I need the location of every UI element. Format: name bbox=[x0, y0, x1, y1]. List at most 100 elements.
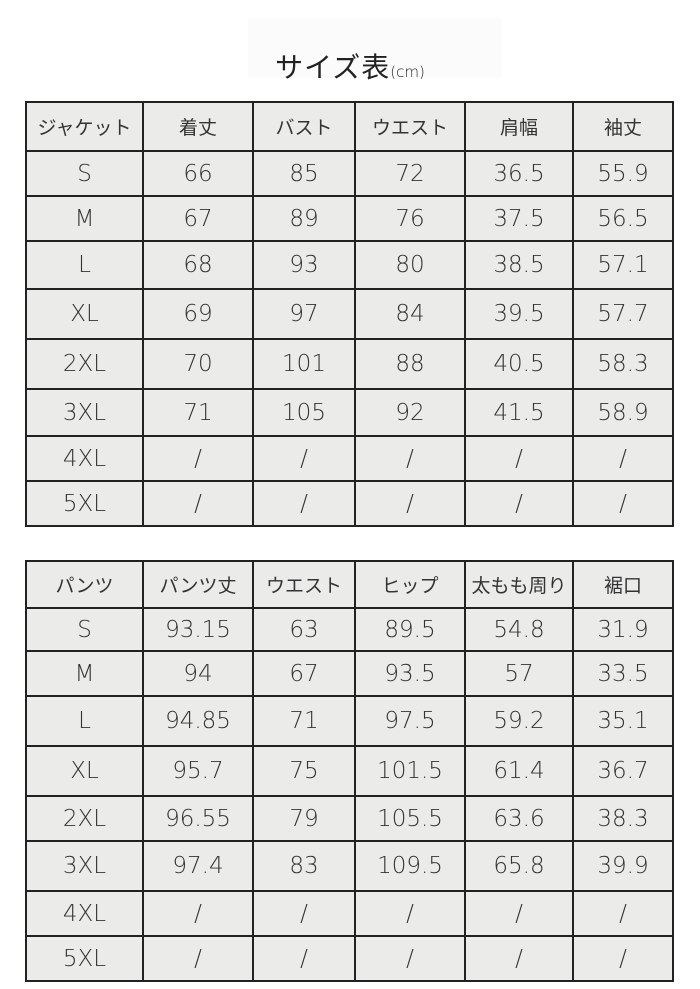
table-row: L 68 93 80 38.5 57.1 bbox=[25, 240, 674, 290]
table-row: 2XL 70 101 88 40.5 58.3 bbox=[25, 338, 674, 390]
column-header: 肩幅 bbox=[464, 101, 574, 152]
column-header: ウエスト bbox=[252, 560, 356, 609]
table-cell: S bbox=[25, 607, 144, 652]
column-header: ジャケット bbox=[25, 101, 144, 152]
table-cell: / bbox=[354, 935, 466, 982]
table-cell: 38.5 bbox=[464, 240, 574, 290]
table-cell: / bbox=[354, 480, 466, 527]
table-cell: 72 bbox=[354, 150, 466, 197]
table-cell: 56.5 bbox=[572, 195, 674, 242]
table-cell: 94 bbox=[142, 650, 254, 697]
table-cell: 36.5 bbox=[464, 150, 574, 197]
table-cell: 35.1 bbox=[572, 695, 674, 747]
column-header: ウエスト bbox=[354, 101, 466, 152]
table-cell: 57.1 bbox=[572, 240, 674, 290]
table-cell: 36.7 bbox=[572, 745, 674, 797]
table-cell: / bbox=[464, 890, 574, 937]
table-cell: 76 bbox=[354, 195, 466, 242]
table-row: 5XL / / / / / bbox=[25, 935, 674, 982]
table-cell: 3XL bbox=[25, 388, 144, 437]
table-cell: / bbox=[142, 480, 254, 527]
table-cell: 97.5 bbox=[354, 695, 466, 747]
table-cell: 5XL bbox=[25, 480, 144, 527]
table-row: 2XL 96.55 79 105.5 63.6 38.3 bbox=[25, 795, 674, 842]
table-cell: 33.5 bbox=[572, 650, 674, 697]
table-cell: 93 bbox=[252, 240, 356, 290]
table-cell: 97.4 bbox=[142, 840, 254, 892]
table-cell: / bbox=[464, 480, 574, 527]
table-row: S 93.15 63 89.5 54.8 31.9 bbox=[25, 607, 674, 652]
table-cell: 54.8 bbox=[464, 607, 574, 652]
table-cell: 101.5 bbox=[354, 745, 466, 797]
table-cell: 41.5 bbox=[464, 388, 574, 437]
table-cell: / bbox=[464, 435, 574, 482]
column-header: パンツ丈 bbox=[142, 560, 254, 609]
table-cell: 65.8 bbox=[464, 840, 574, 892]
table-cell: 55.9 bbox=[572, 150, 674, 197]
table-cell: 58.3 bbox=[572, 338, 674, 390]
table-cell: 93.5 bbox=[354, 650, 466, 697]
table-cell: 71 bbox=[252, 695, 356, 747]
table-row: 3XL 71 105 92 41.5 58.9 bbox=[25, 388, 674, 437]
table-cell: / bbox=[572, 890, 674, 937]
table-row: M 67 89 76 37.5 56.5 bbox=[25, 195, 674, 242]
table-cell: 88 bbox=[354, 338, 466, 390]
table-cell: 70 bbox=[142, 338, 254, 390]
table-cell: 89 bbox=[252, 195, 356, 242]
table-cell: / bbox=[464, 935, 574, 982]
column-header: 太もも周り bbox=[464, 560, 574, 609]
column-header: ヒップ bbox=[354, 560, 466, 609]
table-cell: 2XL bbox=[25, 795, 144, 842]
table-cell: L bbox=[25, 240, 144, 290]
table-cell: 96.55 bbox=[142, 795, 254, 842]
table-cell: 80 bbox=[354, 240, 466, 290]
jacket-size-table: ジャケット 着丈 バスト ウエスト 肩幅 袖丈 S 66 85 72 36.5 55.9 M 67 89 76… bbox=[25, 101, 674, 527]
table-cell: 5XL bbox=[25, 935, 144, 982]
table-cell: / bbox=[142, 435, 254, 482]
table-cell: / bbox=[572, 935, 674, 982]
table-cell: M bbox=[25, 195, 144, 242]
header-row: ジャケット 着丈 バスト ウエスト 肩幅 袖丈 bbox=[25, 101, 674, 152]
table-cell: / bbox=[252, 480, 356, 527]
table-cell: 69 bbox=[142, 288, 254, 340]
table-cell: 105 bbox=[252, 388, 356, 437]
table-cell: 61.4 bbox=[464, 745, 574, 797]
table-cell: 97 bbox=[252, 288, 356, 340]
table-row: S 66 85 72 36.5 55.9 bbox=[25, 150, 674, 197]
table-row: L 94.85 71 97.5 59.2 35.1 bbox=[25, 695, 674, 747]
table-row: 3XL 97.4 83 109.5 65.8 39.9 bbox=[25, 840, 674, 892]
table-cell: 2XL bbox=[25, 338, 144, 390]
column-header: 裾口 bbox=[572, 560, 674, 609]
table-cell: XL bbox=[25, 288, 144, 340]
table-cell: S bbox=[25, 150, 144, 197]
table-cell: 84 bbox=[354, 288, 466, 340]
table-cell: 3XL bbox=[25, 840, 144, 892]
column-header: パンツ bbox=[25, 560, 144, 609]
table-row: M 94 67 93.5 57 33.5 bbox=[25, 650, 674, 697]
table-row: 4XL / / / / / bbox=[25, 435, 674, 482]
table-cell: 59.2 bbox=[464, 695, 574, 747]
column-header: バスト bbox=[252, 101, 356, 152]
table-cell: 4XL bbox=[25, 435, 144, 482]
table-cell: / bbox=[252, 935, 356, 982]
title-background bbox=[248, 18, 502, 78]
table-cell: / bbox=[252, 435, 356, 482]
table-cell: 93.15 bbox=[142, 607, 254, 652]
table-cell: 94.85 bbox=[142, 695, 254, 747]
column-header: 袖丈 bbox=[572, 101, 674, 152]
table-cell: 57 bbox=[464, 650, 574, 697]
table-cell: / bbox=[252, 890, 356, 937]
table-cell: 37.5 bbox=[464, 195, 574, 242]
table-cell: 67 bbox=[252, 650, 356, 697]
table-cell: 4XL bbox=[25, 890, 144, 937]
table-row: XL 95.7 75 101.5 61.4 36.7 bbox=[25, 745, 674, 797]
table-cell: / bbox=[142, 890, 254, 937]
table-row: 5XL / / / / / bbox=[25, 480, 674, 527]
table-cell: 105.5 bbox=[354, 795, 466, 842]
table-cell: 66 bbox=[142, 150, 254, 197]
table-cell: 92 bbox=[354, 388, 466, 437]
table-cell: / bbox=[354, 890, 466, 937]
table-cell: 101 bbox=[252, 338, 356, 390]
table-cell: / bbox=[354, 435, 466, 482]
table-cell: 85 bbox=[252, 150, 356, 197]
